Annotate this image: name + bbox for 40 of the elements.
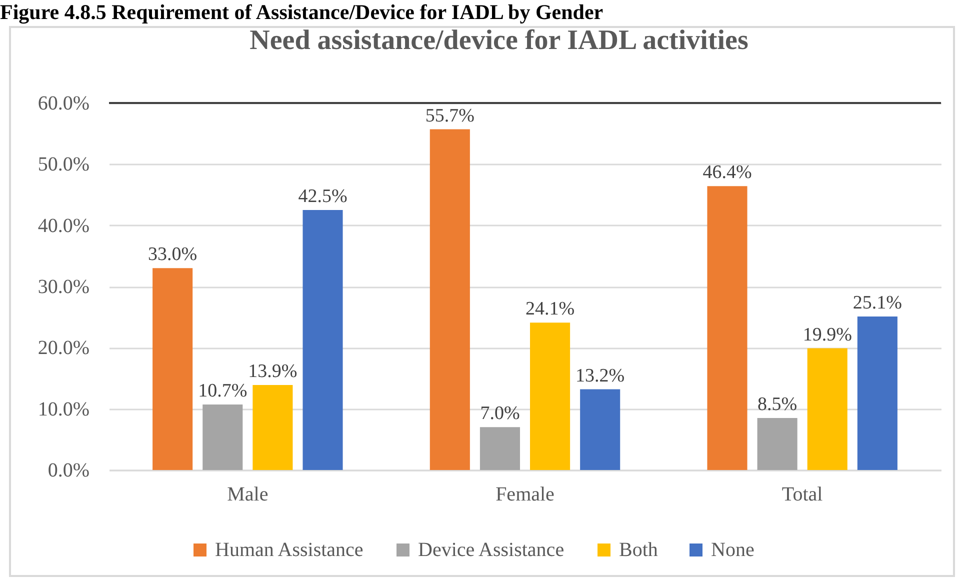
bar [430,129,470,470]
data-label: 24.1% [525,298,575,320]
y-tick-label: 20.0% [38,337,90,360]
bar [302,210,343,470]
caption: Figure 4.8.5 Requirement of Assistance/Device for IADL by Gender [0,0,604,24]
data-label: 19.9% [802,324,852,346]
data-label: 7.0% [480,403,520,424]
bar [202,404,243,470]
y-tick-label: 10.0% [38,398,90,420]
x-tick-label: Total [782,484,824,506]
data-label: 55.7% [425,105,475,126]
data-label: 10.7% [198,380,248,402]
data-label: 8.5% [758,394,798,416]
bar [757,418,798,470]
bar [580,389,620,470]
y-tick-label: 30.0% [38,276,90,298]
bar [152,268,193,470]
y-tick-label: 60.0% [38,92,90,114]
bar [480,427,520,470]
bar [252,384,293,470]
data-label: 13.2% [576,365,625,386]
bar [530,322,570,470]
data-label: 25.1% [852,292,902,314]
x-tick-label: Female [496,484,555,506]
data-label: 33.0% [148,244,198,266]
y-tick-label: 0.0% [48,460,90,482]
bar [807,348,848,470]
bar [857,316,898,470]
y-tick-label: 40.0% [38,214,90,237]
y-tick-label: 50.0% [38,154,90,176]
data-label: 46.4% [702,162,752,184]
x-tick-label: Male [227,484,268,506]
legend-label: None [711,539,754,561]
data-label: 13.9% [248,360,298,382]
legend-label: Both [619,539,658,561]
bar [707,186,748,470]
legend-label: Device Assistance [418,539,564,561]
data-label: 42.5% [298,186,348,208]
chart-title: Need assistance/device for IADL activities [250,25,748,56]
legend-label: Human Assistance [215,539,364,561]
